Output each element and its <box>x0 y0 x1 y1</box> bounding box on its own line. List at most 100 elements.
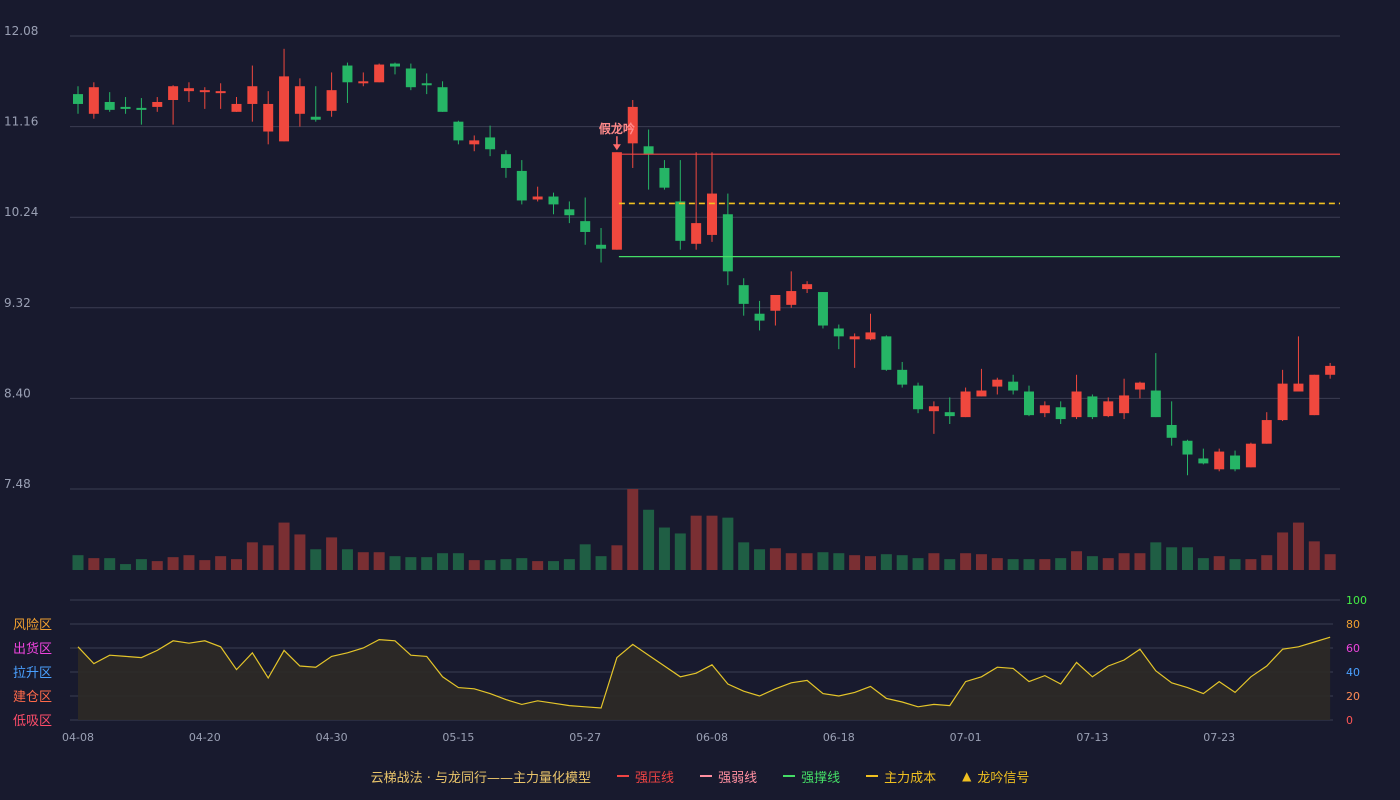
candle-body <box>1182 440 1193 455</box>
date-tick-label: 05-27 <box>569 731 601 744</box>
legend: 云梯战法 · 与龙同行——主力量化模型 强压线 强弱线 强撑线 主力成本 ▲ 龙… <box>0 766 1400 786</box>
price-tick-label: 7.48 <box>4 477 31 491</box>
indicator-area <box>78 637 1331 720</box>
volume-bar <box>183 555 195 570</box>
candle-body <box>707 193 717 235</box>
volume-bar <box>357 552 369 570</box>
volume-bar <box>1261 555 1273 570</box>
volume-bar <box>738 542 750 570</box>
volume-bar <box>231 559 242 570</box>
candle-body <box>548 196 559 205</box>
volume-bar <box>516 558 528 570</box>
candle-body <box>88 87 99 114</box>
legend-title: 云梯战法 · 与龙同行——主力量化模型 <box>370 770 592 786</box>
candle-body <box>865 332 876 340</box>
candle-body <box>1277 383 1288 421</box>
volume-bar <box>1023 559 1035 570</box>
candle-body <box>183 88 194 92</box>
volume-bar <box>674 533 686 570</box>
candle-body <box>263 103 274 132</box>
indicator-zone-label: 风险区 <box>13 618 52 633</box>
volume-bar <box>658 527 670 570</box>
volume-bar <box>706 515 718 570</box>
volume-bar <box>611 545 623 570</box>
candle-body <box>1039 405 1050 414</box>
volume-bar <box>484 560 496 570</box>
volume-bar <box>833 553 845 570</box>
candle-body <box>1261 420 1272 444</box>
legend-cost-swatch <box>866 775 879 777</box>
indicator-tick-label: 0 <box>1346 714 1353 727</box>
volume-bar <box>72 555 84 570</box>
volume-bar <box>246 542 258 570</box>
candle-body <box>1119 395 1130 414</box>
price-tick-label: 8.40 <box>4 386 31 400</box>
candle-body <box>1245 443 1256 468</box>
volume-bar <box>167 557 179 570</box>
candle-body <box>802 284 813 290</box>
volume-bar <box>151 561 163 570</box>
date-tick-label: 07-01 <box>950 731 982 744</box>
volume-bar <box>1071 551 1083 570</box>
volume-bar <box>944 559 956 570</box>
volume-bar <box>1182 547 1193 570</box>
volume-bar <box>991 558 1003 570</box>
candle-body <box>1071 391 1082 418</box>
volume-bar <box>294 534 306 570</box>
candle-body <box>849 336 860 340</box>
legend-item-strength[interactable]: 强弱线 <box>700 767 757 786</box>
volume-bar <box>849 555 861 570</box>
candle-body <box>944 412 955 417</box>
candle-body <box>1198 458 1209 464</box>
volume-bar <box>1055 558 1067 570</box>
indicator-tick-label: 100 <box>1346 594 1367 607</box>
volume-bar <box>215 556 227 570</box>
candle-body <box>960 391 971 418</box>
volume-bar <box>690 515 702 570</box>
volume-bar <box>722 517 734 570</box>
candle-body <box>1230 455 1241 470</box>
legend-item-pressure[interactable]: 强压线 <box>617 767 674 786</box>
candle-body <box>611 152 622 250</box>
candle-body <box>928 406 939 412</box>
volume-bar <box>199 560 211 570</box>
volume-bar <box>1102 558 1114 570</box>
volume-bar <box>975 554 987 570</box>
price-tick-label: 11.16 <box>4 115 38 129</box>
volume-bar <box>595 556 607 570</box>
volume-bar <box>912 558 924 570</box>
volume-bar <box>1086 556 1098 570</box>
candle-body <box>1309 374 1320 416</box>
volume-bar <box>1134 553 1146 570</box>
volume-bar <box>896 555 908 570</box>
candle-body <box>580 221 591 232</box>
legend-item-cost[interactable]: 主力成本 <box>866 767 936 786</box>
candle-body <box>897 369 908 385</box>
date-tick-label: 06-08 <box>696 731 728 744</box>
volume-bar <box>88 558 100 570</box>
candle-body <box>1008 381 1019 391</box>
candle-body <box>1024 391 1034 416</box>
candle-body <box>342 65 353 83</box>
legend-support-label: 强撑线 <box>801 770 841 786</box>
candle-body <box>627 106 638 144</box>
legend-item-support[interactable]: 强撑线 <box>783 767 840 786</box>
candle-body <box>279 76 290 142</box>
volume-bar <box>1150 542 1162 570</box>
candle-body <box>596 244 607 249</box>
legend-strength-label: 强弱线 <box>718 770 758 786</box>
volume-bar <box>1277 532 1289 570</box>
volume-bar <box>769 548 781 570</box>
candle-body <box>532 196 543 200</box>
volume-bar <box>1229 559 1241 570</box>
indicator-tick-label: 40 <box>1346 666 1360 679</box>
volume-bar <box>880 554 892 570</box>
candle-body <box>390 63 400 67</box>
volume-bar <box>1324 554 1336 570</box>
candle-body <box>913 385 924 410</box>
volume-bar <box>865 556 876 570</box>
volume-bar <box>1039 559 1051 570</box>
indicator-tick-label: 80 <box>1346 618 1360 631</box>
candle-body <box>199 90 210 93</box>
legend-item-signal[interactable]: ▲ 龙吟信号 <box>962 767 1029 786</box>
